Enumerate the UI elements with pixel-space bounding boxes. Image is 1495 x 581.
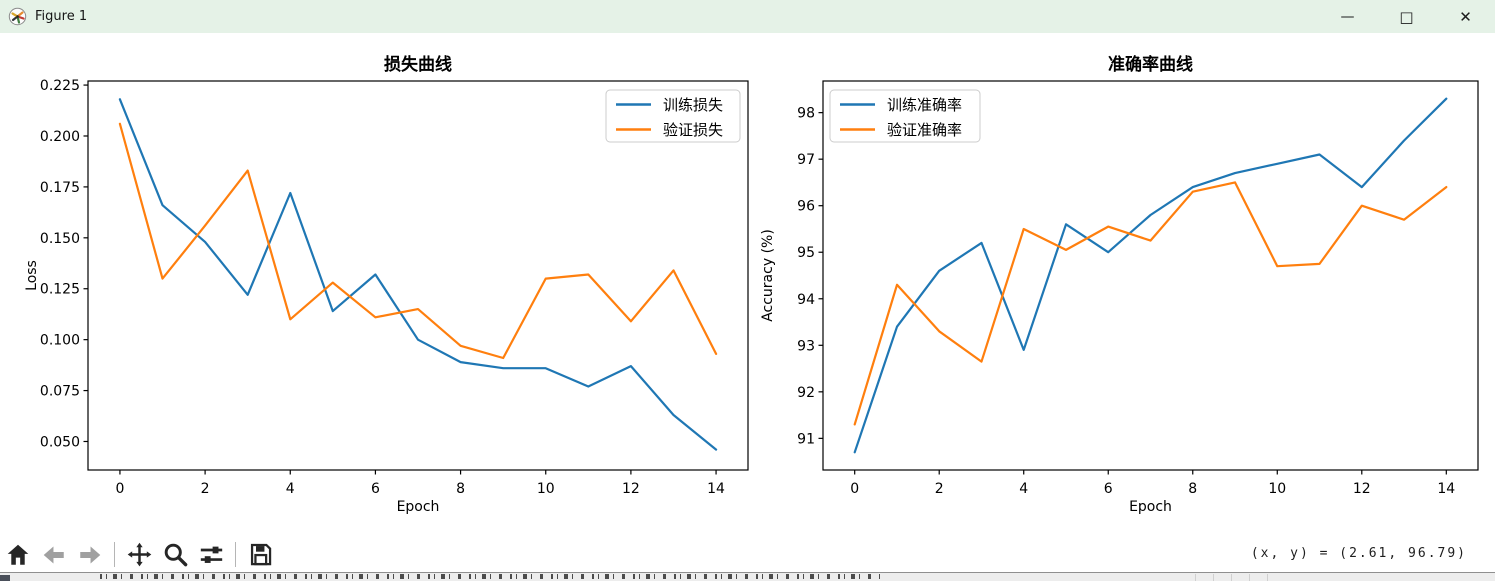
faint-marks-artifact xyxy=(1195,574,1275,581)
y-tick-label: 97 xyxy=(797,152,815,168)
clipped-text-artifact xyxy=(100,574,880,579)
x-tick-label: 6 xyxy=(371,481,380,497)
x-tick-label: 10 xyxy=(537,481,555,497)
close-button[interactable]: ✕ xyxy=(1459,7,1472,26)
back-button[interactable] xyxy=(37,540,71,570)
y-tick-label: 92 xyxy=(797,385,815,401)
y-axis-label: Accuracy (%) xyxy=(760,229,776,322)
y-tick-label: 93 xyxy=(797,338,815,354)
forward-button[interactable] xyxy=(73,540,107,570)
series-line-0 xyxy=(118,98,718,451)
x-tick-label: 6 xyxy=(1104,481,1113,497)
chart-title: 损失曲线 xyxy=(384,54,452,75)
y-tick-label: 0.075 xyxy=(40,384,80,400)
legend-label: 训练损失 xyxy=(663,96,723,114)
x-tick-label: 0 xyxy=(850,481,859,497)
y-tick-label: 91 xyxy=(797,431,815,447)
matplotlib-logo-icon xyxy=(8,7,27,26)
x-tick-label: 8 xyxy=(456,481,465,497)
zoom-rect-icon xyxy=(164,543,187,567)
y-tick-label: 0.200 xyxy=(40,129,80,145)
x-tick-label: 14 xyxy=(1437,481,1455,497)
back-arrow-icon xyxy=(43,546,64,563)
legend-label: 验证损失 xyxy=(663,121,723,139)
series-line-1 xyxy=(853,181,1448,426)
x-tick-label: 4 xyxy=(286,481,295,497)
pan-button[interactable] xyxy=(122,540,156,570)
x-tick-label: 14 xyxy=(707,481,725,497)
toolbar-separator xyxy=(235,542,236,567)
home-button[interactable] xyxy=(1,540,35,570)
maximize-button[interactable]: □ xyxy=(1399,7,1414,26)
x-axis-label: Epoch xyxy=(1129,499,1172,515)
charts-svg: 损失曲线 0 2 4 6 8 10 12 14 0.050 0.075 0.100 0.125 0.150… xyxy=(24,54,1479,515)
pan-icon xyxy=(127,542,151,567)
chart-1: 准确率曲线 0 2 4 6 8 10 12 14 91 92 93 94 95 96 97 98 Epoch Acc… xyxy=(760,54,1479,515)
save-button[interactable] xyxy=(243,540,277,570)
clipped-bottom-strip xyxy=(0,572,1495,581)
y-tick-label: 0.125 xyxy=(40,282,80,298)
forward-arrow-icon xyxy=(80,546,101,563)
chart-title: 准确率曲线 xyxy=(1108,54,1193,75)
navigation-toolbar xyxy=(0,537,1495,572)
x-tick-label: 2 xyxy=(935,481,944,497)
toolbar-separator xyxy=(114,542,115,567)
x-tick-label: 10 xyxy=(1268,481,1286,497)
x-tick-label: 12 xyxy=(1353,481,1371,497)
axes-frame xyxy=(87,80,749,471)
y-tick-label: 98 xyxy=(797,106,815,122)
cursor-coordinates-readout: (x, y) = (2.61, 96.79) xyxy=(1250,546,1467,561)
corner-artifact xyxy=(0,575,10,581)
series-line-1 xyxy=(118,122,718,360)
x-tick-label: 12 xyxy=(622,481,640,497)
window-title: Figure 1 xyxy=(35,9,88,24)
home-icon xyxy=(7,544,29,565)
configure-subplots-button[interactable] xyxy=(194,540,228,570)
window-controls: — □ ✕ xyxy=(1318,0,1495,33)
legend-label: 验证准确率 xyxy=(887,121,962,139)
x-axis-label: Epoch xyxy=(397,499,440,515)
zoom-button[interactable] xyxy=(158,540,192,570)
y-tick-label: 0.225 xyxy=(40,78,80,94)
figure-canvas[interactable]: 损失曲线 0 2 4 6 8 10 12 14 0.050 0.075 0.100 0.125 0.150… xyxy=(0,33,1495,537)
y-tick-label: 0.100 xyxy=(40,333,80,349)
y-tick-label: 94 xyxy=(797,292,815,308)
series-line-0 xyxy=(853,97,1448,454)
y-tick-label: 96 xyxy=(797,199,815,215)
x-tick-label: 4 xyxy=(1019,481,1028,497)
x-tick-label: 2 xyxy=(201,481,210,497)
legend-label: 训练准确率 xyxy=(887,96,962,114)
y-axis-label: Loss xyxy=(24,260,40,291)
y-tick-label: 0.150 xyxy=(40,231,80,247)
x-tick-label: 8 xyxy=(1188,481,1197,497)
configure-subplots-icon xyxy=(200,546,222,563)
save-icon xyxy=(250,543,271,566)
minimize-button[interactable]: — xyxy=(1340,8,1355,25)
chart-0: 损失曲线 0 2 4 6 8 10 12 14 0.050 0.075 0.100 0.125 0.150… xyxy=(24,54,749,515)
axes-frame xyxy=(822,80,1479,471)
y-tick-label: 0.175 xyxy=(40,180,80,196)
y-tick-label: 0.050 xyxy=(40,434,80,450)
title-bar: Figure 1 — □ ✕ xyxy=(0,0,1495,33)
y-tick-label: 95 xyxy=(797,245,815,261)
x-tick-label: 0 xyxy=(115,481,124,497)
